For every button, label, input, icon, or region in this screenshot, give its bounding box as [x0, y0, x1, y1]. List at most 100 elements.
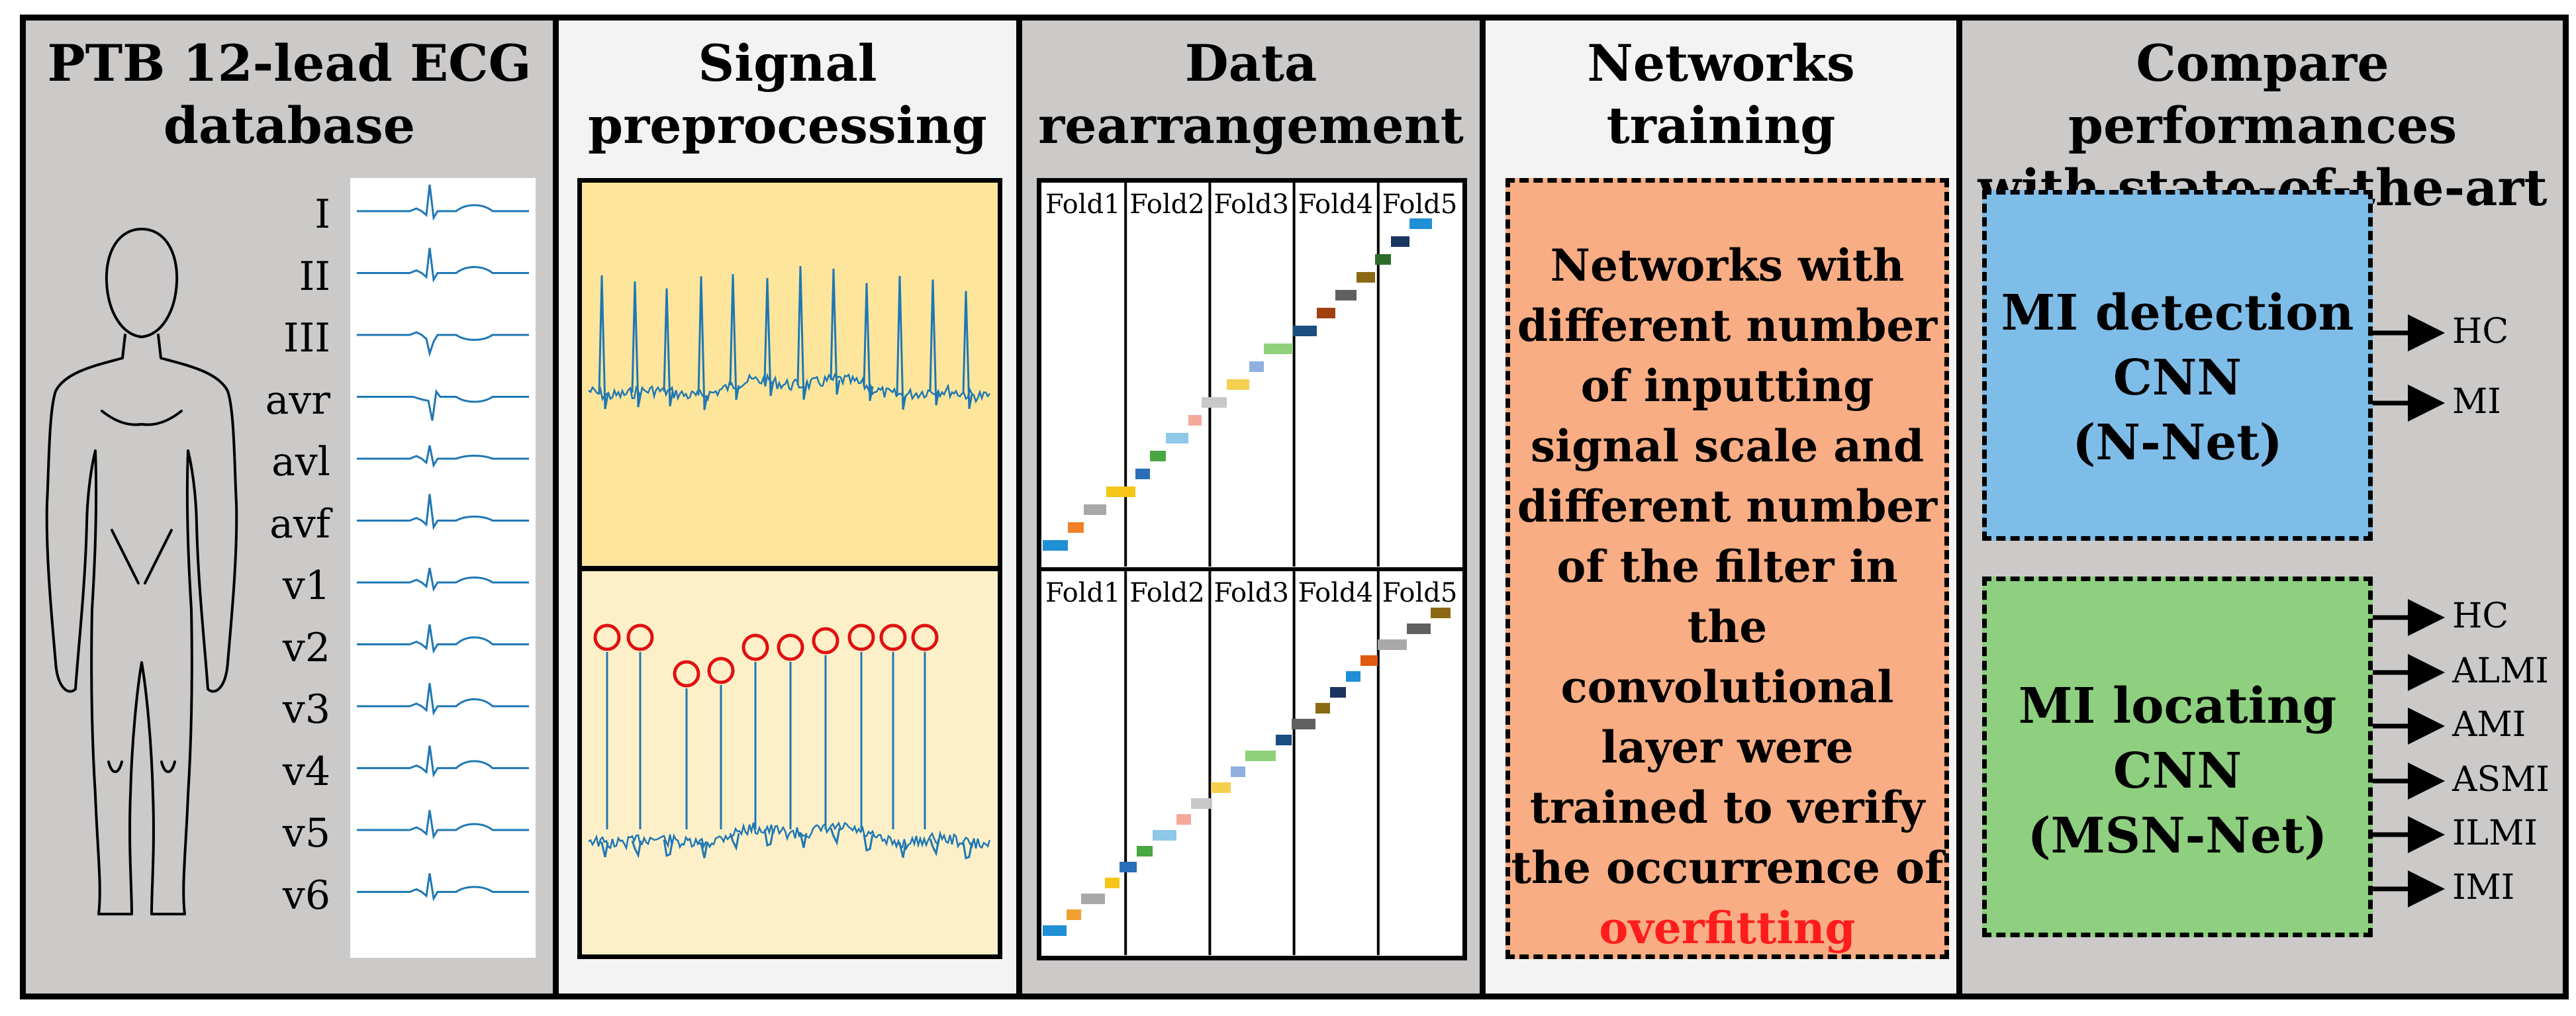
peak-marker	[741, 633, 769, 661]
sample-block	[1264, 344, 1293, 354]
sample-block	[1231, 766, 1245, 777]
fold-grid: Fold1 Fold2 Fold3 Fold4 Fold5	[1037, 569, 1467, 960]
panel-preprocessing: Signal preprocessing	[559, 21, 1022, 993]
sample-block	[1276, 735, 1292, 745]
sample-block	[1249, 361, 1264, 372]
panel-database-title: PTB 12-lead ECG database	[26, 32, 553, 157]
sample-block	[1120, 862, 1137, 872]
sample-block	[1375, 254, 1391, 265]
sample-block	[1292, 719, 1315, 729]
title-line: Signal	[698, 34, 877, 93]
locating-line: CNN	[2113, 743, 2242, 800]
training-text-line: different number	[1517, 300, 1938, 351]
lead-label: avr	[265, 377, 330, 424]
fold-label: Fold2	[1129, 189, 1205, 220]
r-peak	[897, 842, 907, 858]
sample-block	[1105, 878, 1120, 888]
training-text-line: of the filter in the	[1556, 541, 1898, 653]
sample-block	[1202, 397, 1227, 408]
r-peak	[599, 841, 609, 858]
lead-label: avf	[269, 500, 330, 547]
r-peak	[663, 288, 674, 406]
ecg-trace	[357, 745, 529, 778]
fold-label: Fold3	[1214, 578, 1289, 608]
training-text-line: layer were	[1601, 721, 1854, 773]
output-class-label: MI	[2452, 382, 2501, 422]
detection-line: (N-Net)	[2072, 414, 2283, 471]
sample-block	[1357, 272, 1375, 283]
panel-preprocessing-title: Signal preprocessing	[559, 32, 1016, 157]
title-line: database	[163, 96, 416, 155]
r-peak	[929, 838, 940, 857]
training-text-line: signal scale and	[1530, 420, 1925, 472]
lead-label: v4	[282, 748, 330, 795]
panel-rearrangement-title: Data rearrangement	[1022, 32, 1480, 157]
sample-block	[1315, 703, 1330, 714]
title-line: PTB 12-lead ECG	[47, 34, 532, 93]
sample-block	[1153, 830, 1176, 841]
sample-block	[1317, 308, 1335, 318]
sample-block	[1043, 540, 1068, 551]
lead-label: v6	[282, 872, 330, 919]
r-peak	[863, 283, 874, 401]
peak-marker	[847, 623, 875, 651]
r-peak	[830, 269, 841, 395]
r-peak	[698, 842, 708, 858]
training-text-line: different number	[1517, 481, 1938, 532]
sample-block	[1191, 798, 1211, 809]
panel-rearrangement: Data rearrangement Fold1 Fold2 Fold3 Fold4 F…	[1022, 21, 1486, 993]
sample-block	[1391, 236, 1409, 247]
sample-block	[1293, 326, 1317, 336]
panel-compare: Compare performances with state-of-the-a…	[1962, 21, 2563, 993]
r-peak	[962, 842, 973, 860]
r-peak	[729, 273, 740, 400]
r-peak	[763, 829, 775, 847]
sample-block	[1360, 655, 1378, 666]
lead-label: III	[283, 315, 330, 361]
fold-label: Fold4	[1298, 189, 1374, 220]
detection-line: CNN	[2113, 349, 2242, 406]
r-peak-signal	[588, 623, 991, 860]
peak-marker	[879, 623, 907, 651]
sample-block	[1106, 486, 1135, 497]
sample-block	[1407, 623, 1431, 634]
sample-block	[1135, 469, 1150, 479]
training-text-line: the occurrence of	[1511, 842, 1944, 894]
peak-marker	[812, 627, 839, 655]
r-peak	[962, 291, 973, 409]
sample-block	[1084, 504, 1106, 515]
raw-ecg-signal	[588, 265, 991, 410]
sample-block	[1166, 433, 1188, 443]
title-line: Data	[1184, 34, 1317, 93]
lead-label: v1	[282, 563, 330, 609]
lead-label: v3	[282, 686, 330, 733]
ecg-trace	[357, 682, 529, 716]
sample-block	[1378, 639, 1407, 650]
sample-block	[1245, 751, 1276, 761]
sample-block	[1043, 925, 1067, 936]
mi-locating-box: MI locating CNN (MSN-Net)	[1982, 577, 2373, 937]
r-peak	[763, 278, 775, 396]
peak-marker	[626, 623, 654, 651]
fold-label: Fold3	[1214, 189, 1289, 220]
r-peak	[896, 275, 907, 410]
r-peak	[598, 275, 609, 410]
output-class-label: HC	[2452, 312, 2509, 351]
sample-block	[1335, 290, 1357, 300]
output-class-label: ALMI	[2452, 651, 2549, 691]
peak-marker	[911, 623, 939, 651]
signal-noise	[588, 373, 991, 404]
signal-noise	[588, 821, 991, 851]
fold-label: Fold2	[1129, 578, 1205, 608]
fold-label: Fold5	[1382, 578, 1458, 608]
sample-block	[1150, 451, 1166, 461]
title-line: training	[1606, 96, 1836, 155]
sample-block	[1137, 846, 1153, 856]
ecg-strip-panel	[350, 178, 536, 958]
r-peak	[631, 840, 642, 858]
title-line: preprocessing	[588, 96, 987, 155]
pipeline-frame: PTB 12-lead ECG database I II III avr avl avf…	[20, 15, 2569, 999]
panel-database: PTB 12-lead ECG database I II III avr avl avf…	[26, 21, 559, 993]
sample-block	[1211, 782, 1231, 793]
training-text-line: trained to verify	[1529, 782, 1925, 833]
